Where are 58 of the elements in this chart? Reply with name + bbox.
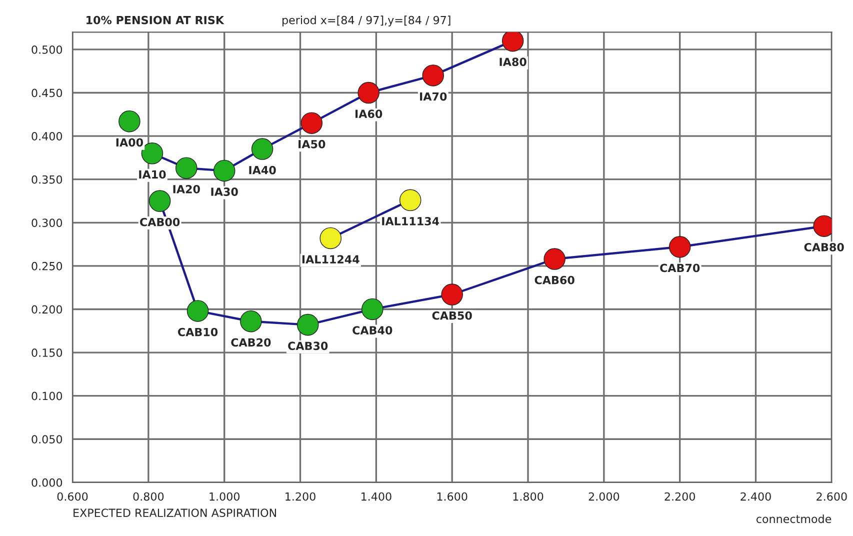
annotation: IA10 — [139, 170, 166, 179]
point — [186, 300, 209, 322]
annotation: CAB40 — [352, 326, 392, 334]
annotation: IA60 — [356, 110, 382, 118]
point — [502, 32, 524, 52]
annotation: IA30 — [211, 188, 238, 196]
point — [399, 189, 422, 212]
y-tick-label: 0.450 — [32, 88, 62, 98]
y-tick-label: 0.050 — [32, 435, 62, 444]
point — [422, 64, 444, 86]
x-axis-title: EXPECTED REALIZATION ASPIRATION — [74, 508, 276, 518]
annotation: CAB80 — [804, 242, 844, 252]
x-tick-label: 1.600 — [437, 492, 468, 501]
x-tick-label: 2.200 — [664, 492, 696, 501]
x-tick-label: 2.600 — [816, 492, 847, 501]
x-tick-label: 2.400 — [740, 492, 771, 501]
y-tick-label: 0.100 — [32, 392, 62, 400]
annotation: CAB00 — [140, 218, 180, 226]
point — [240, 310, 262, 332]
point — [358, 82, 380, 104]
annotation: CAB60 — [534, 276, 574, 284]
chart-title: 10% PENSION AT RISK — [86, 16, 224, 24]
point — [300, 112, 323, 134]
chart-subtitle: period x=[84 / 97],y=[84 / 97] — [282, 16, 450, 26]
annotation: IAL11134 — [382, 216, 440, 226]
point — [118, 110, 140, 132]
point — [296, 314, 319, 336]
x-tick-label: 1.000 — [210, 492, 240, 501]
annotation: IA20 — [173, 184, 200, 194]
annotation: CAB50 — [432, 311, 472, 320]
x-tick-label: 1.400 — [361, 492, 392, 501]
annotation: IA80 — [500, 58, 526, 66]
point — [361, 298, 384, 320]
y-tick-label: 0.250 — [32, 262, 62, 270]
y-tick-label: 0.300 — [32, 218, 62, 228]
y-tick-label: 0.200 — [32, 305, 62, 314]
annotation: CAB20 — [231, 338, 271, 347]
annotation: CAB10 — [178, 328, 218, 336]
x-tick-label: 0.800 — [133, 492, 164, 501]
y-tick-label: 0.000 — [32, 478, 62, 487]
x-tick-label: 2.000 — [588, 492, 620, 501]
x-tick-label: 0.600 — [57, 492, 88, 501]
annotation: IA00 — [116, 138, 144, 147]
x-tick-label: 1.800 — [513, 492, 544, 501]
y-tick-label: 0.350 — [32, 175, 62, 184]
annotation: IA70 — [420, 92, 447, 101]
y-tick-label: 0.500 — [32, 45, 62, 54]
y-tick-label: 0.150 — [32, 348, 62, 357]
text: connectmode — [756, 514, 832, 524]
annotation: CAB70 — [660, 264, 700, 272]
x-tick-label: 1.200 — [286, 492, 316, 501]
point — [320, 227, 342, 250]
annotation: IA40 — [249, 166, 276, 174]
annotation: CAB30 — [288, 342, 328, 350]
point — [148, 190, 171, 212]
annotation: IAL11244 — [302, 255, 360, 264]
annotation: IA50 — [298, 140, 326, 148]
y-tick-label: 0.400 — [32, 132, 62, 140]
